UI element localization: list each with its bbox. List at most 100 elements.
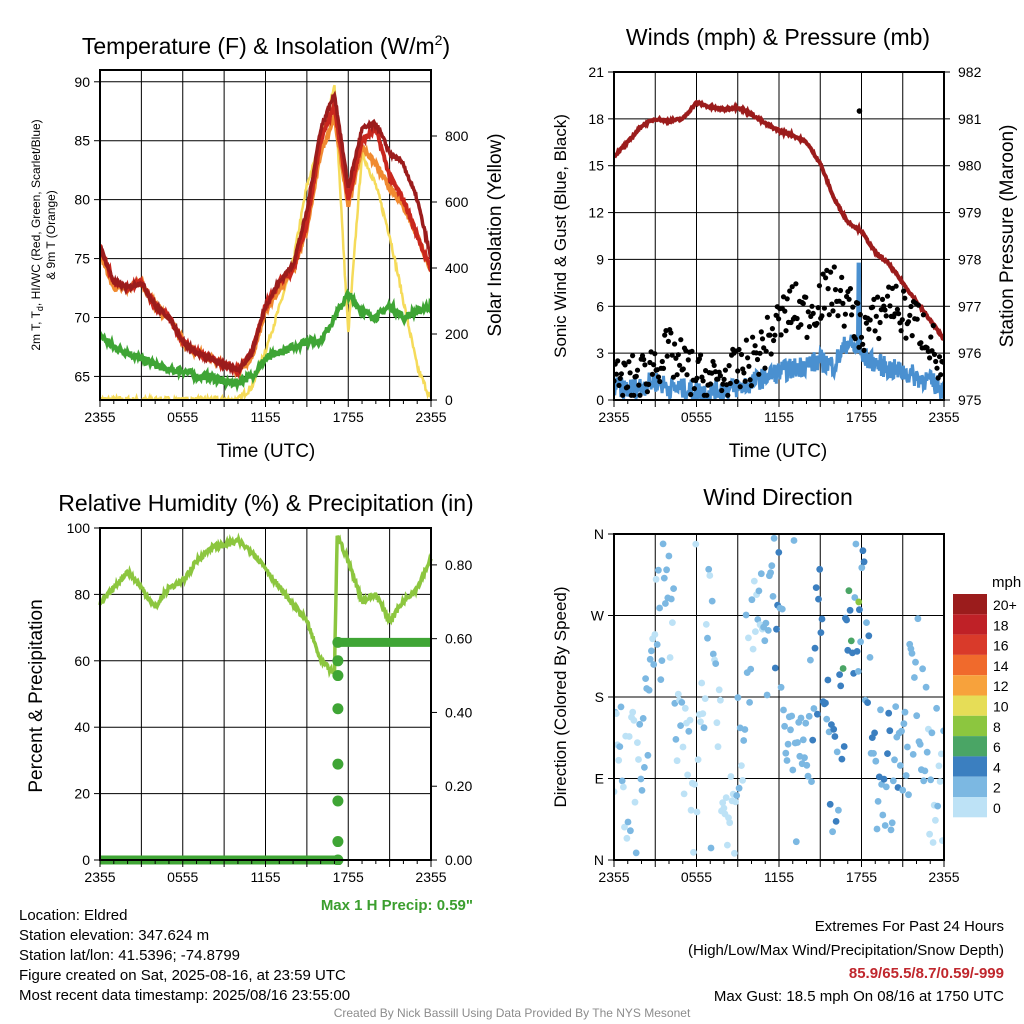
direction-point bbox=[904, 743, 911, 751]
direction-point bbox=[822, 699, 829, 707]
winds-clipped bbox=[614, 99, 944, 400]
direction-point bbox=[790, 537, 798, 544]
direction-point bbox=[872, 757, 880, 765]
direction-point bbox=[870, 750, 877, 757]
direction-point bbox=[678, 699, 686, 706]
gust-point bbox=[617, 375, 623, 381]
gust-point bbox=[841, 323, 847, 329]
direction-point bbox=[672, 736, 680, 743]
gust-point bbox=[750, 334, 756, 340]
direction-point bbox=[734, 694, 742, 701]
direction-point bbox=[694, 756, 702, 763]
gust-point bbox=[637, 392, 643, 398]
direction-point bbox=[851, 594, 859, 601]
direction-point bbox=[847, 637, 855, 645]
direction-point bbox=[651, 631, 659, 638]
gust-point bbox=[711, 362, 717, 368]
gust-point bbox=[722, 367, 729, 373]
gust-point bbox=[860, 341, 866, 347]
direction-point bbox=[826, 800, 834, 808]
y2-tick-label: 977 bbox=[958, 298, 982, 314]
gust-point bbox=[752, 343, 758, 349]
gust-point bbox=[918, 340, 924, 346]
dewpoint-line bbox=[100, 288, 431, 393]
direction-point bbox=[932, 816, 939, 824]
direction-point bbox=[927, 776, 935, 784]
direction-point bbox=[706, 572, 714, 579]
gust-point bbox=[763, 348, 769, 354]
y2-tick-label: 0 bbox=[445, 392, 453, 408]
gust-point bbox=[721, 376, 727, 382]
gust-point bbox=[915, 302, 922, 308]
gust-point bbox=[768, 351, 774, 357]
gust-point bbox=[700, 378, 706, 384]
direction-point bbox=[832, 818, 840, 825]
direction-point bbox=[871, 729, 878, 737]
gust-point bbox=[907, 312, 913, 318]
gust-point bbox=[620, 392, 626, 398]
direction-point bbox=[933, 704, 940, 712]
gust-point bbox=[738, 351, 745, 358]
gust-point bbox=[830, 308, 836, 314]
gust-point bbox=[631, 392, 637, 398]
direction-point bbox=[782, 749, 790, 757]
gust-point bbox=[616, 382, 622, 388]
direction-point bbox=[789, 766, 797, 774]
y-tick-label: E bbox=[595, 771, 604, 787]
y-tick-label: 80 bbox=[74, 192, 90, 208]
legend-swatch bbox=[953, 614, 987, 635]
direction-point bbox=[698, 679, 706, 687]
gust-point bbox=[630, 353, 636, 359]
gust-point bbox=[675, 352, 681, 358]
direction-panel: Wind Direction 2355 0555 1155 1755 2355NESWN… bbox=[551, 484, 1021, 885]
sonic-wind-line bbox=[614, 262, 944, 400]
direction-point bbox=[665, 552, 673, 560]
temperature-axes: 2355 0555 1155 1755 2355 65 70 75 80 85 90 0 200 400 6… bbox=[74, 74, 468, 425]
gust-point bbox=[893, 283, 899, 289]
gust-point bbox=[846, 296, 852, 302]
direction-point bbox=[616, 743, 624, 750]
direction-point bbox=[620, 783, 627, 791]
direction-point bbox=[702, 621, 710, 628]
y-tick-label: 21 bbox=[588, 64, 604, 80]
gust-point bbox=[633, 373, 639, 379]
direction-point bbox=[908, 650, 916, 657]
heat-index-line bbox=[100, 90, 431, 375]
direction-point bbox=[810, 705, 818, 712]
gust-point bbox=[873, 313, 879, 319]
relative-humidity-line bbox=[98, 532, 433, 679]
extremes-values: 85.9/65.5/8.7/0.59/-999 bbox=[848, 965, 1004, 982]
x-tick-label: 2355 bbox=[84, 869, 115, 885]
y-tick-label: 0 bbox=[82, 852, 90, 868]
gust-point bbox=[929, 348, 935, 354]
direction-point bbox=[739, 777, 746, 784]
direction-point bbox=[639, 715, 647, 722]
direction-point bbox=[658, 657, 666, 664]
direction-point bbox=[627, 827, 634, 835]
direction-point bbox=[653, 641, 661, 648]
gust-point bbox=[798, 322, 804, 328]
direction-point bbox=[884, 750, 891, 757]
precip-point bbox=[332, 670, 344, 682]
gust-point bbox=[757, 350, 763, 356]
gust-point bbox=[678, 337, 684, 343]
gust-point bbox=[769, 326, 776, 332]
precip-point bbox=[332, 836, 344, 848]
gust-point bbox=[625, 384, 631, 390]
direction-point bbox=[916, 740, 924, 748]
direction-point bbox=[618, 777, 626, 785]
gust-point bbox=[787, 288, 793, 294]
gust-point bbox=[660, 365, 667, 371]
direction-point bbox=[636, 720, 644, 728]
direction-point bbox=[697, 718, 704, 726]
legend-swatch bbox=[953, 594, 987, 615]
winds-title: Winds (mph) & Pressure (mb) bbox=[626, 24, 930, 50]
winds-axes: 2355 0555 1155 1755 235503691215182197597697… bbox=[588, 64, 981, 425]
direction-point bbox=[784, 740, 792, 748]
direction-point bbox=[880, 775, 888, 783]
gust-point bbox=[735, 368, 741, 374]
direction-point bbox=[923, 748, 931, 756]
x-tick-label: 2355 bbox=[598, 869, 629, 885]
gust-point bbox=[642, 362, 648, 368]
gust-point bbox=[733, 378, 740, 385]
